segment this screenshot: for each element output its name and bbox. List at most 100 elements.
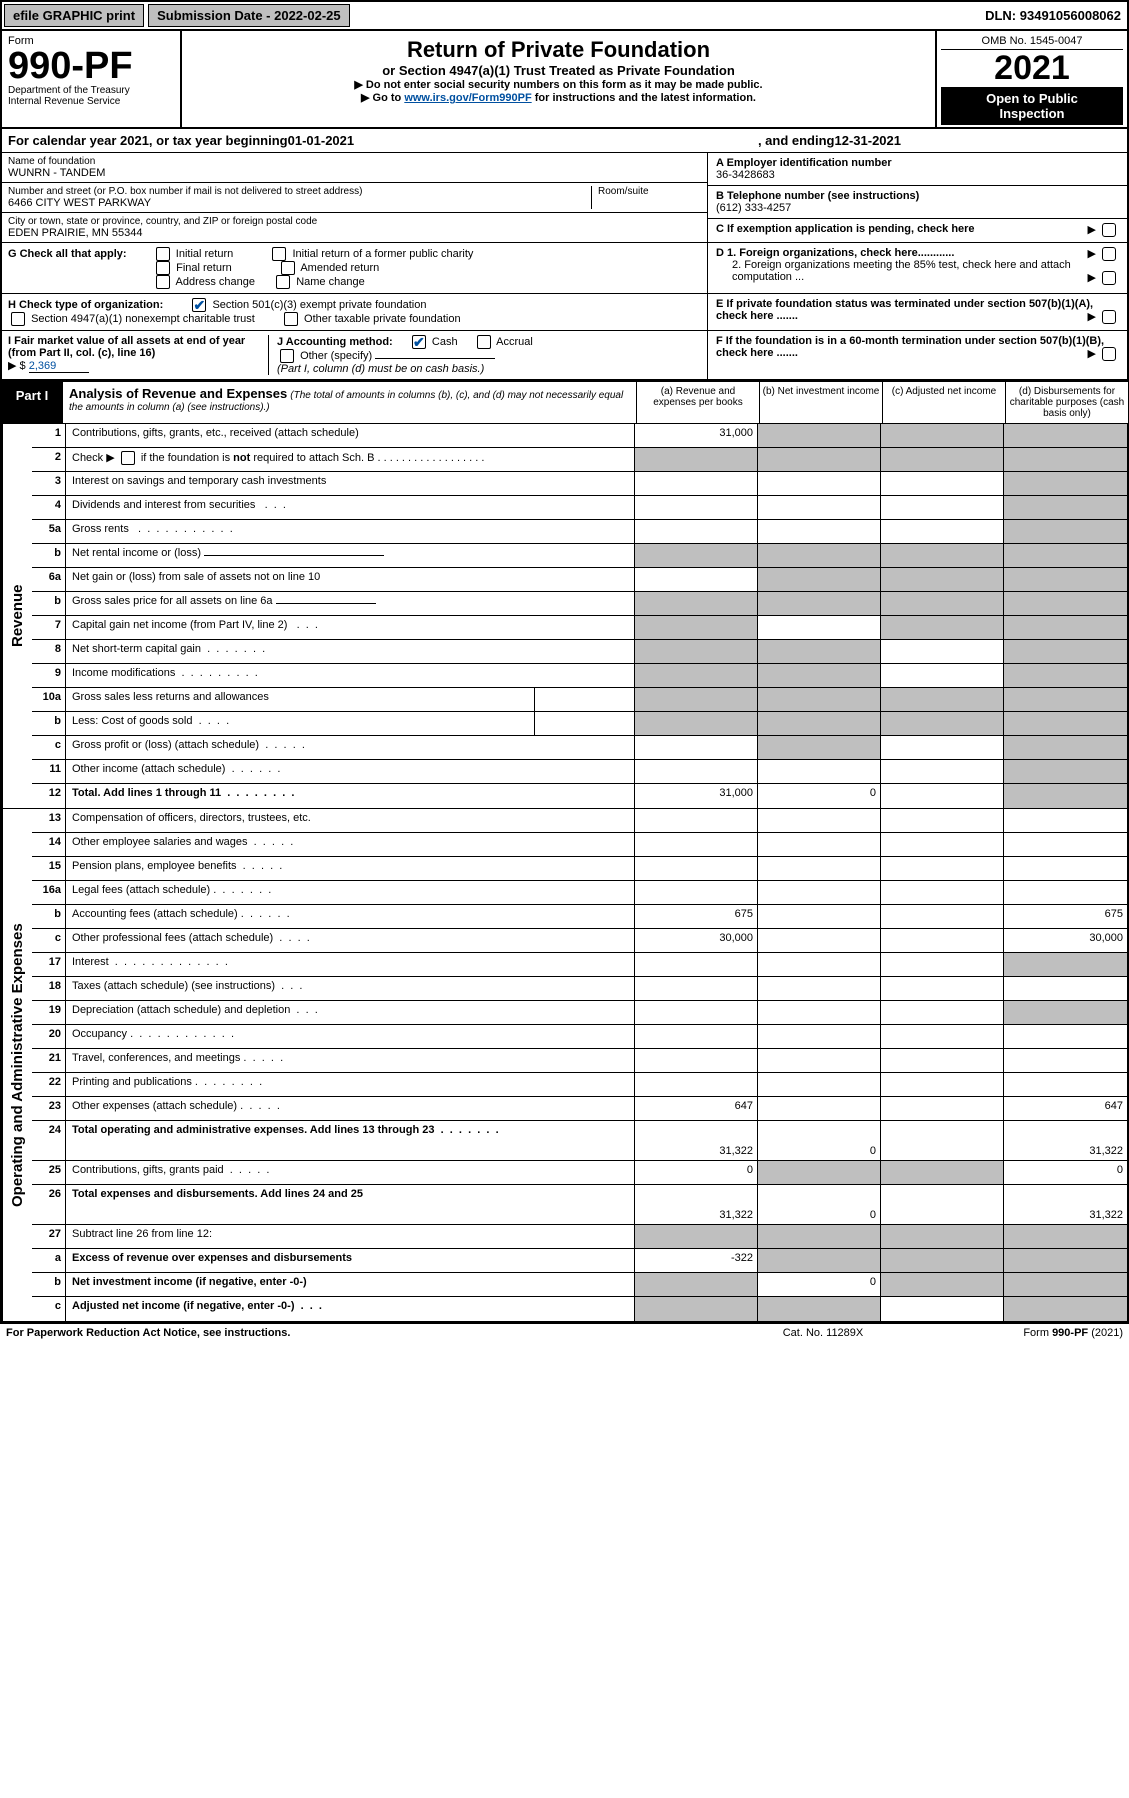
e-checkbox[interactable] bbox=[1102, 310, 1116, 324]
j-cash-checkbox[interactable] bbox=[412, 335, 426, 349]
h-other-checkbox[interactable] bbox=[284, 312, 298, 326]
row-17: 17Interest . . . . . . . . . . . . . bbox=[32, 953, 1127, 977]
r16c-d: 30,000 bbox=[1004, 929, 1127, 952]
cal-begin: 01-01-2021 bbox=[288, 133, 355, 148]
r8-b bbox=[758, 640, 881, 663]
r11-b bbox=[758, 760, 881, 783]
r10b-b bbox=[758, 712, 881, 735]
i-arrow: ▶ $ bbox=[8, 360, 26, 372]
r17-num: 17 bbox=[32, 953, 66, 976]
h-501c3-checkbox[interactable] bbox=[192, 298, 206, 312]
form-header: Form 990-PF Department of the Treasury I… bbox=[0, 31, 1129, 129]
expenses-grid: Operating and Administrative Expenses 13… bbox=[0, 808, 1129, 1323]
d2-checkbox[interactable] bbox=[1102, 271, 1116, 285]
r14-txt: Other employee salaries and wages bbox=[72, 836, 247, 848]
dln-label: DLN: bbox=[985, 8, 1020, 23]
r1-d bbox=[1004, 424, 1127, 447]
r2-end: required to attach Sch. B bbox=[250, 452, 374, 464]
r22-c bbox=[881, 1073, 1004, 1096]
r16a-txt: Legal fees (attach schedule) bbox=[72, 884, 210, 896]
r13-a bbox=[635, 809, 758, 832]
r2-checkbox[interactable] bbox=[121, 451, 135, 465]
row-8: 8Net short-term capital gain . . . . . .… bbox=[32, 640, 1127, 664]
r11-c bbox=[881, 760, 1004, 783]
r10a-d bbox=[1004, 688, 1127, 711]
r10c-b bbox=[758, 736, 881, 759]
col-b-head: (b) Net investment income bbox=[759, 382, 882, 423]
irs-link[interactable]: www.irs.gov/Form990PF bbox=[404, 92, 531, 104]
h-section: H Check type of organization: Section 50… bbox=[2, 294, 707, 330]
row-25: 25Contributions, gifts, grants paid . . … bbox=[32, 1161, 1127, 1185]
r19-b bbox=[758, 1001, 881, 1024]
efile-button[interactable]: efile GRAPHIC print bbox=[4, 4, 144, 27]
h-label: H Check type of organization: bbox=[8, 299, 163, 311]
r6b-c bbox=[881, 592, 1004, 615]
row-5b: bNet rental income or (loss) bbox=[32, 544, 1127, 568]
r18-b bbox=[758, 977, 881, 1000]
r12-a: 31,000 bbox=[635, 784, 758, 808]
h-e-row: H Check type of organization: Section 50… bbox=[0, 294, 1129, 331]
h-4947-checkbox[interactable] bbox=[11, 312, 25, 326]
f-section: F If the foundation is in a 60-month ter… bbox=[707, 331, 1127, 379]
r27c-c bbox=[881, 1297, 1004, 1321]
foundation-name: WUNRN - TANDEM bbox=[8, 167, 701, 179]
r10c-a bbox=[635, 736, 758, 759]
r26-b: 0 bbox=[758, 1185, 881, 1224]
r4-c bbox=[881, 496, 1004, 519]
r6b-d bbox=[1004, 592, 1127, 615]
r19-a bbox=[635, 1001, 758, 1024]
d1-checkbox[interactable] bbox=[1102, 247, 1116, 261]
r7-c bbox=[881, 616, 1004, 639]
r6a-num: 6a bbox=[32, 568, 66, 591]
note2-post: for instructions and the latest informat… bbox=[532, 92, 756, 104]
r7-d bbox=[1004, 616, 1127, 639]
r27b-d bbox=[1004, 1273, 1127, 1296]
row-6a: 6aNet gain or (loss) from sale of assets… bbox=[32, 568, 1127, 592]
g-address-change[interactable] bbox=[156, 275, 170, 289]
g-final-return[interactable] bbox=[156, 261, 170, 275]
r22-desc: Printing and publications . . . . . . . … bbox=[66, 1073, 635, 1096]
r4-d bbox=[1004, 496, 1127, 519]
g-amended-return[interactable] bbox=[281, 261, 295, 275]
r10b-desc: Less: Cost of goods sold . . . . bbox=[66, 712, 635, 735]
i-section: I Fair market value of all assets at end… bbox=[8, 335, 268, 375]
r21-b bbox=[758, 1049, 881, 1072]
j-other-checkbox[interactable] bbox=[280, 349, 294, 363]
c-section: C If exemption application is pending, c… bbox=[708, 219, 1127, 239]
r9-txt: Income modifications bbox=[72, 667, 175, 679]
j-section: J Accounting method: Cash Accrual Other … bbox=[268, 335, 701, 375]
form-subtitle: or Section 4947(a)(1) Trust Treated as P… bbox=[186, 63, 931, 78]
g-initial-former[interactable] bbox=[272, 247, 286, 261]
r9-a bbox=[635, 664, 758, 687]
r3-a bbox=[635, 472, 758, 495]
g-d-row: G Check all that apply: Initial return I… bbox=[0, 243, 1129, 294]
g-name-change[interactable] bbox=[276, 275, 290, 289]
r26-num: 26 bbox=[32, 1185, 66, 1224]
r2-bold: not bbox=[233, 452, 250, 464]
omb-number: OMB No. 1545-0047 bbox=[941, 33, 1123, 50]
d1-label: D 1. Foreign organizations, check here..… bbox=[716, 247, 954, 259]
r2-pre: Check ▶ bbox=[72, 452, 118, 464]
r19-d bbox=[1004, 1001, 1127, 1024]
r27c-txt: Adjusted net income (if negative, enter … bbox=[72, 1300, 294, 1312]
r1-c bbox=[881, 424, 1004, 447]
r22-num: 22 bbox=[32, 1073, 66, 1096]
r19-desc: Depreciation (attach schedule) and deple… bbox=[66, 1001, 635, 1024]
f-checkbox[interactable] bbox=[1102, 347, 1116, 361]
f-label: F If the foundation is in a 60-month ter… bbox=[716, 335, 1104, 359]
r17-txt: Interest bbox=[72, 956, 109, 968]
c-checkbox[interactable] bbox=[1102, 223, 1116, 237]
row-26: 26Total expenses and disbursements. Add … bbox=[32, 1185, 1127, 1225]
footer-left: For Paperwork Reduction Act Notice, see … bbox=[6, 1327, 723, 1339]
r5b-txt: Net rental income or (loss) bbox=[72, 547, 201, 559]
part1-label: Part I bbox=[1, 382, 63, 423]
r23-d: 647 bbox=[1004, 1097, 1127, 1120]
g-initial-return[interactable] bbox=[156, 247, 170, 261]
expenses-side-label: Operating and Administrative Expenses bbox=[2, 809, 32, 1321]
r3-num: 3 bbox=[32, 472, 66, 495]
r13-desc: Compensation of officers, directors, tru… bbox=[66, 809, 635, 832]
g-opt-3: Amended return bbox=[300, 262, 379, 274]
j-accrual-checkbox[interactable] bbox=[477, 335, 491, 349]
r6a-b bbox=[758, 568, 881, 591]
r3-b bbox=[758, 472, 881, 495]
